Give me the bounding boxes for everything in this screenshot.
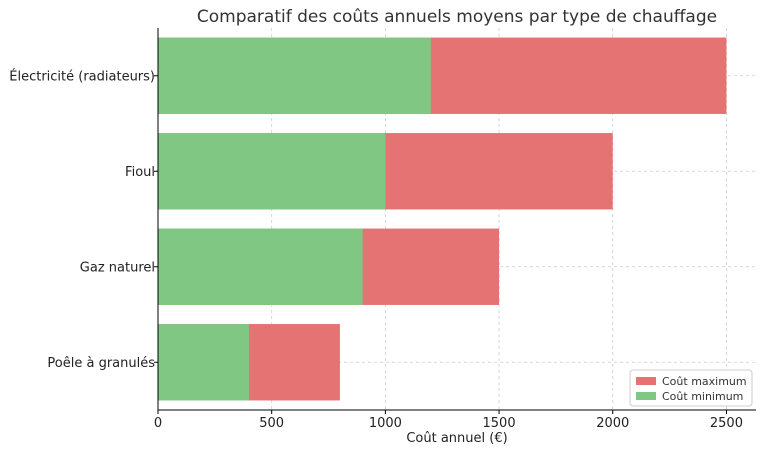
- bar-co-t-minimum: [158, 324, 249, 401]
- chart-title: Comparatif des coûts annuels moyens par …: [197, 7, 717, 27]
- bar-co-t-minimum: [158, 37, 431, 114]
- x-tick-label: 0: [154, 416, 162, 431]
- legend-swatch: [636, 377, 656, 385]
- bars: [158, 37, 727, 401]
- x-tick-label: 1500: [483, 416, 516, 431]
- bar-co-t-minimum: [158, 228, 363, 305]
- x-axis-label: Coût annuel (€): [406, 431, 507, 446]
- axes: [157, 28, 756, 411]
- bar-co-t-minimum: [158, 133, 386, 210]
- x-tick-label: 500: [259, 416, 284, 431]
- y-tick-label: Électricité (radiateurs): [9, 68, 155, 84]
- y-tick-label: Gaz naturel: [80, 260, 155, 275]
- x-tick-label: 2500: [710, 416, 743, 431]
- legend-label: Coût minimum: [662, 390, 743, 403]
- ticks: 0 500 1000 1500 2000 2500 Électricité (radiate…: [9, 68, 743, 431]
- legend: Coût maximum Coût minimum: [629, 369, 753, 407]
- x-tick-label: 1000: [369, 416, 402, 431]
- x-tick-label: 2000: [596, 416, 629, 431]
- legend-swatch: [636, 392, 656, 400]
- y-tick-label: Fioul: [125, 165, 155, 180]
- y-tick-label: Poêle à granulés: [47, 356, 155, 371]
- legend-label: Coût maximum: [662, 375, 747, 388]
- legend-box: [629, 369, 753, 407]
